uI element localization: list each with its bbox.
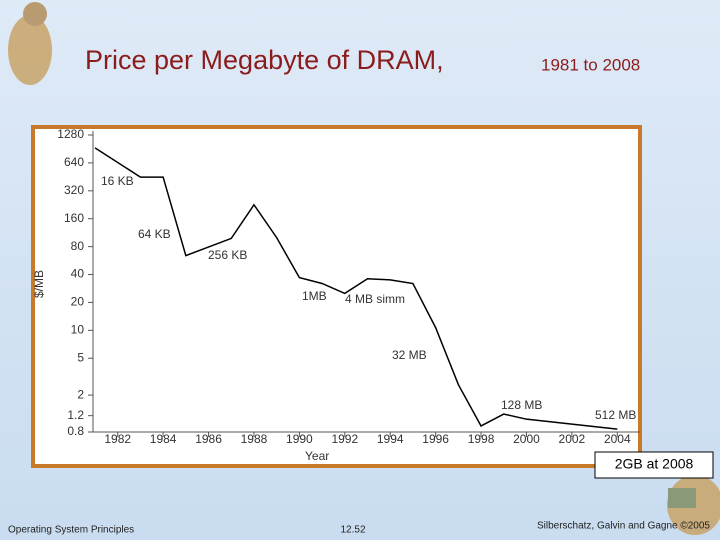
y-tick-label: 80 xyxy=(71,239,85,253)
x-tick-label: 1982 xyxy=(104,432,131,446)
annotation: 16 KB xyxy=(101,174,134,188)
x-tick-label: 1984 xyxy=(150,432,177,446)
x-axis-label: Year xyxy=(305,449,329,463)
dinosaur-top xyxy=(8,2,52,85)
y-tick-label: 160 xyxy=(64,211,84,225)
x-tick-label: 1994 xyxy=(377,432,404,446)
y-tick-label: 20 xyxy=(71,295,85,309)
x-tick-label: 1986 xyxy=(195,432,222,446)
annotation: 4 MB simm xyxy=(345,292,405,306)
chart-frame xyxy=(31,125,642,468)
y-axis-label: $/MB xyxy=(32,270,46,298)
x-tick-label: 1988 xyxy=(241,432,268,446)
y-tick-label: 1.2 xyxy=(67,408,84,422)
x-tick-label: 2004 xyxy=(604,432,631,446)
note: 2GB at 2008 xyxy=(615,456,694,472)
annotation: 64 KB xyxy=(138,227,171,241)
price-line xyxy=(94,147,618,430)
y-tick-label: 320 xyxy=(64,183,84,197)
x-tick-label: 1996 xyxy=(422,432,449,446)
dinosaur-bottom xyxy=(667,475,720,535)
x-tick-label: 1992 xyxy=(331,432,358,446)
y-tick-label: 5 xyxy=(77,350,84,364)
y-tick-label: 40 xyxy=(71,267,85,281)
footer-right: Silberschatz, Galvin and Gagne ©2005 xyxy=(537,521,710,532)
annotation: 128 MB xyxy=(501,398,542,412)
footer-center: 12.52 xyxy=(340,525,365,536)
x-tick-label: 2002 xyxy=(559,432,586,446)
x-tick-label: 1998 xyxy=(468,432,495,446)
y-tick-label: 640 xyxy=(64,155,84,169)
x-tick-label: 1990 xyxy=(286,432,313,446)
y-tick-label: 0.8 xyxy=(67,424,84,438)
y-tick-label: 10 xyxy=(71,322,85,336)
slide-title: Price per Megabyte of DRAM, xyxy=(85,45,444,75)
slide-subtitle: 1981 to 2008 xyxy=(541,55,640,74)
annotation: 256 KB xyxy=(208,248,247,262)
x-tick-label: 2000 xyxy=(513,432,540,446)
y-tick-label: 2 xyxy=(77,387,84,401)
annotation: 512 MB xyxy=(595,408,636,422)
annotation: 32 MB xyxy=(392,348,427,362)
footer-left: Operating System Principles xyxy=(8,525,134,536)
y-tick-label: 1280 xyxy=(57,127,84,141)
note-box xyxy=(594,451,714,479)
annotation: 1MB xyxy=(302,289,327,303)
